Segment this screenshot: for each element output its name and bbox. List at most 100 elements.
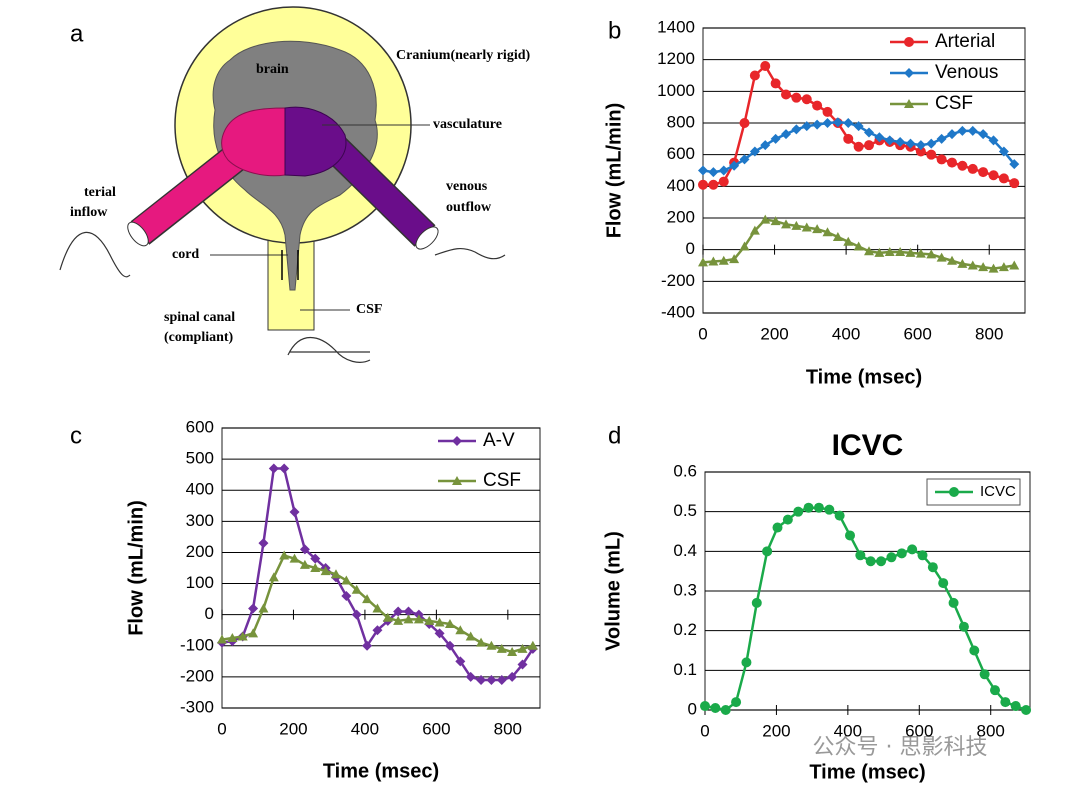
marker <box>967 260 978 270</box>
marker <box>853 241 864 251</box>
y-tick-label: 200 <box>186 542 214 561</box>
marker <box>895 247 906 257</box>
marker <box>947 255 958 265</box>
marker <box>896 548 907 559</box>
y-tick-label: -400 <box>661 302 695 321</box>
marker <box>845 530 855 541</box>
marker <box>958 621 969 632</box>
y-tick-label: 500 <box>186 449 214 468</box>
label: vasculature <box>433 117 502 132</box>
marker <box>760 61 771 71</box>
marker <box>698 257 708 267</box>
diagram: brain Cranium(nearly rigid) vasculature … <box>59 6 530 363</box>
marker <box>793 506 804 517</box>
legend-marker <box>904 99 914 108</box>
marker <box>812 100 823 111</box>
marker <box>698 179 708 190</box>
marker <box>967 125 978 136</box>
marker <box>268 463 279 474</box>
marker <box>372 603 383 613</box>
marker <box>496 643 507 653</box>
y-axis-label: Volume (mL) <box>602 531 624 651</box>
panel-label: b <box>608 17 621 44</box>
marker <box>279 550 290 560</box>
marker <box>341 575 352 585</box>
marker <box>864 246 875 256</box>
marker <box>434 617 445 627</box>
marker <box>781 219 792 229</box>
marker <box>444 619 455 628</box>
marker <box>801 222 812 232</box>
marker <box>258 538 269 549</box>
x-tick-label: 200 <box>760 324 788 343</box>
marker <box>855 550 866 561</box>
marker <box>486 640 497 650</box>
marker <box>782 514 793 525</box>
marker <box>739 154 750 165</box>
marker <box>874 132 885 143</box>
marker <box>507 647 518 656</box>
marker <box>1021 705 1032 715</box>
marker <box>926 138 937 149</box>
marker <box>403 606 414 617</box>
marker <box>248 628 259 638</box>
marker <box>824 504 835 515</box>
marker <box>781 89 792 100</box>
marker <box>708 179 719 190</box>
y-tick-label: -300 <box>180 697 214 716</box>
x-axis-label: Time (msec) <box>323 760 439 782</box>
marker <box>822 106 833 117</box>
label: inflow <box>70 205 108 220</box>
marker <box>874 247 885 257</box>
x-axis-label: Time (msec) <box>809 761 925 783</box>
venous-vasculature <box>284 106 347 177</box>
marker <box>1009 159 1020 170</box>
marker <box>886 552 897 563</box>
venous-wave <box>434 247 506 260</box>
x-tick-label: 800 <box>494 719 522 738</box>
x-tick-label: 0 <box>217 719 226 738</box>
panel-label: a <box>70 20 84 47</box>
marker <box>227 633 238 642</box>
x-tick-label: 800 <box>977 721 1005 740</box>
marker <box>998 173 1009 184</box>
marker <box>496 675 507 685</box>
marker <box>905 138 916 149</box>
marker <box>791 92 802 103</box>
venous-tube <box>325 138 434 245</box>
marker <box>947 157 958 168</box>
marker <box>258 603 269 613</box>
marker <box>517 643 528 653</box>
marker <box>749 225 760 235</box>
x-tick-label: 200 <box>762 721 790 740</box>
marker <box>915 248 926 258</box>
label: spinal canal <box>164 310 235 325</box>
marker <box>957 160 968 171</box>
y-axis-label: Flow (mL/min) <box>603 103 625 239</box>
marker <box>299 544 310 555</box>
label: brain <box>256 62 289 77</box>
marker <box>926 149 937 160</box>
marker <box>772 522 783 533</box>
marker <box>853 121 864 132</box>
marker <box>739 118 750 128</box>
marker <box>907 544 918 555</box>
marker <box>843 236 854 246</box>
marker <box>1009 178 1020 189</box>
marker <box>915 140 926 151</box>
marker <box>710 703 721 714</box>
y-tick-label: 0.3 <box>673 580 697 599</box>
marker <box>791 220 802 230</box>
marker <box>413 614 424 624</box>
marker <box>998 146 1009 157</box>
marker <box>393 606 404 617</box>
arterial-wave <box>59 231 131 278</box>
marker <box>741 657 752 668</box>
arterial-opening <box>127 221 149 247</box>
csf-arrows <box>281 250 299 280</box>
marker <box>884 135 895 146</box>
legend-label: CSF <box>483 470 521 491</box>
y-tick-label: -200 <box>661 271 695 290</box>
marker <box>299 559 310 569</box>
marker <box>947 129 958 140</box>
